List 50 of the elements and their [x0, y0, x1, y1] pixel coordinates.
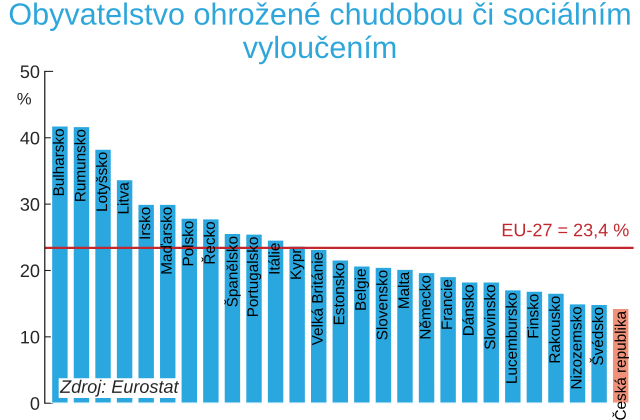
x-tick-label: Kypr [290, 248, 304, 279]
x-tick-label: Maďarsko [160, 207, 172, 274]
x-tick-label: Velká Británie [311, 252, 323, 346]
annotation: Zdroj: Eurostat [60, 380, 180, 397]
bar [482, 281, 500, 404]
bar [288, 245, 306, 404]
bar [310, 248, 328, 404]
bar [460, 281, 479, 404]
bar [439, 276, 458, 404]
x-tick-label: Rakousko [548, 296, 560, 362]
ref-line-label: EU-27 = 23,4 % [502, 224, 629, 239]
y-tick-label: 10 [21, 330, 40, 344]
x-tick-label: Francie [440, 280, 452, 329]
bar [266, 239, 285, 404]
x-tick-label: Dánsko [462, 285, 474, 335]
bar [223, 232, 242, 404]
x-tick-label: Malta [398, 272, 410, 308]
bar [331, 259, 350, 404]
x-tick-label: Lotyšsko [96, 152, 110, 211]
chart-title: Obyvatelstvo ohrožené chudobou či sociálním vyloučením [10, 2, 630, 64]
x-tick-label: Estonsko [333, 263, 344, 324]
x-tick-label: Rumunsko [74, 130, 86, 201]
y-tick-label: 0 [30, 397, 40, 410]
x-tick-label: Litva [117, 182, 129, 214]
x-tick-label: Irsko [139, 207, 150, 238]
y-axis-title: % [17, 92, 32, 105]
x-tick-label: Německo [419, 276, 431, 338]
bar [202, 218, 220, 404]
x-tick-label: Bulharsko [52, 129, 64, 196]
x-tick-label: Řecko [201, 222, 215, 264]
y-tick-label: 20 [20, 264, 40, 278]
x-tick-label: Nizozemsko [570, 306, 582, 388]
x-tick-label: Polsko [182, 221, 194, 266]
x-tick-label: Španělsko [224, 236, 241, 307]
x-tick-label: Slovinsko [484, 285, 496, 350]
bar [417, 272, 436, 404]
x-tick-label: Portugalsko [246, 237, 262, 316]
y-tick-label: 40 [20, 132, 40, 144]
x-tick-label: Švédsko [590, 308, 604, 365]
x-tick-label: Itálie [268, 243, 280, 274]
bar [396, 268, 414, 404]
x-tick-label: Česká republika [612, 310, 629, 420]
x-tick-label: Slovensko [376, 270, 388, 340]
x-tick-label: Belgie [354, 269, 369, 310]
y-tick-label: 50 [20, 65, 40, 78]
bar [352, 265, 371, 404]
bar [525, 290, 544, 404]
x-tick-label: Finsko [527, 294, 538, 338]
x-tick-label: Lucembursko [506, 293, 517, 383]
y-tick-label: 30 [20, 198, 40, 211]
